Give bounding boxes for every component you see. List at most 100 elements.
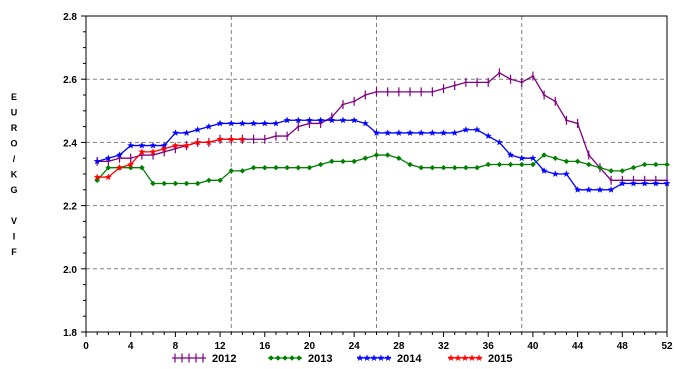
data-point: [284, 164, 290, 171]
data-point: [306, 164, 313, 171]
data-point: [418, 164, 425, 171]
x-tick-label: 0: [83, 341, 89, 352]
data-point: [115, 151, 124, 159]
data-point: [249, 119, 258, 127]
x-tick-label: 20: [304, 341, 316, 352]
data-point: [295, 164, 302, 171]
legend-item-2013: 2013: [268, 353, 332, 365]
data-point: [361, 119, 369, 127]
data-point: [115, 163, 124, 171]
data-point: [474, 164, 480, 171]
data-point: [105, 164, 112, 171]
data-point: [618, 179, 626, 187]
data-point: [93, 173, 101, 181]
data-point: [351, 158, 358, 165]
data-point: [629, 179, 638, 187]
data-point: [428, 129, 436, 136]
series-lines: [93, 68, 671, 193]
x-tick-label: 16: [259, 341, 271, 352]
legend-label: 2012: [212, 353, 236, 365]
data-point: [407, 161, 413, 168]
data-point: [228, 167, 235, 174]
data-point: [238, 119, 247, 127]
x-tick-label: 32: [438, 341, 450, 352]
data-point: [150, 180, 156, 187]
data-point: [373, 152, 380, 158]
y-axis-label-char: U: [11, 108, 18, 118]
data-point: [205, 122, 213, 130]
data-point: [283, 116, 291, 124]
data-point: [104, 154, 112, 162]
data-point: [171, 141, 179, 149]
data-point: [475, 354, 483, 362]
data-point: [551, 170, 559, 178]
data-point: [530, 161, 536, 168]
series-2014: [93, 116, 671, 193]
data-point: [652, 179, 660, 187]
data-point: [194, 138, 202, 146]
data-point: [328, 116, 336, 124]
y-axis-label-char: V: [11, 216, 17, 226]
data-point: [395, 129, 403, 136]
data-point: [541, 152, 547, 158]
data-point: [641, 161, 648, 168]
data-point: [597, 164, 603, 171]
y-tick-label: 2.6: [63, 75, 77, 86]
data-point: [473, 125, 481, 133]
data-point: [149, 141, 157, 149]
data-point: [216, 119, 224, 127]
data-point: [454, 354, 462, 362]
data-point: [139, 164, 145, 171]
data-point: [608, 167, 614, 174]
data-point: [596, 186, 604, 193]
data-point: [507, 161, 514, 168]
y-tick-label: 2.4: [63, 138, 77, 149]
x-tick-label: 52: [661, 341, 673, 352]
series-line-2012: [97, 72, 667, 181]
data-point: [619, 167, 626, 174]
data-point: [585, 186, 593, 193]
data-point: [261, 164, 268, 171]
legend-item-2012: 2012: [172, 353, 236, 365]
data-point: [160, 144, 168, 152]
grid-lines: [86, 16, 667, 332]
data-point: [406, 129, 414, 136]
data-point: [182, 141, 191, 149]
y-tick-label: 2.0: [63, 265, 77, 276]
y-axis-label-char: K: [11, 170, 18, 180]
data-point: [451, 129, 459, 136]
data-point: [328, 158, 335, 165]
data-point: [439, 129, 448, 136]
data-point: [356, 354, 364, 362]
data-point: [417, 129, 425, 136]
data-point: [607, 186, 615, 193]
data-point: [518, 161, 525, 168]
data-point: [363, 354, 371, 362]
data-point: [227, 135, 235, 143]
data-point: [127, 141, 135, 149]
data-point: [447, 354, 455, 362]
legend-item-2014: 2014: [356, 353, 422, 365]
legend-label: 2014: [397, 353, 422, 365]
x-tick-label: 28: [393, 341, 405, 352]
data-point: [289, 355, 295, 361]
data-point: [182, 129, 191, 136]
data-point: [227, 119, 235, 127]
data-point: [630, 164, 637, 171]
x-tick-label: 24: [349, 341, 361, 352]
data-point: [275, 355, 281, 361]
y-axis-label-char: /: [13, 154, 16, 164]
y-axis-label-char: O: [10, 139, 17, 149]
data-point: [317, 161, 324, 168]
data-point: [377, 354, 385, 362]
data-point: [127, 160, 135, 168]
data-point: [370, 354, 378, 362]
data-point: [239, 167, 246, 174]
series-line-2014: [96, 119, 667, 191]
x-tick-label: 4: [128, 341, 134, 352]
x-tick-label: 44: [572, 341, 584, 352]
data-point: [663, 179, 671, 187]
data-point: [104, 173, 112, 181]
data-point: [362, 155, 369, 162]
